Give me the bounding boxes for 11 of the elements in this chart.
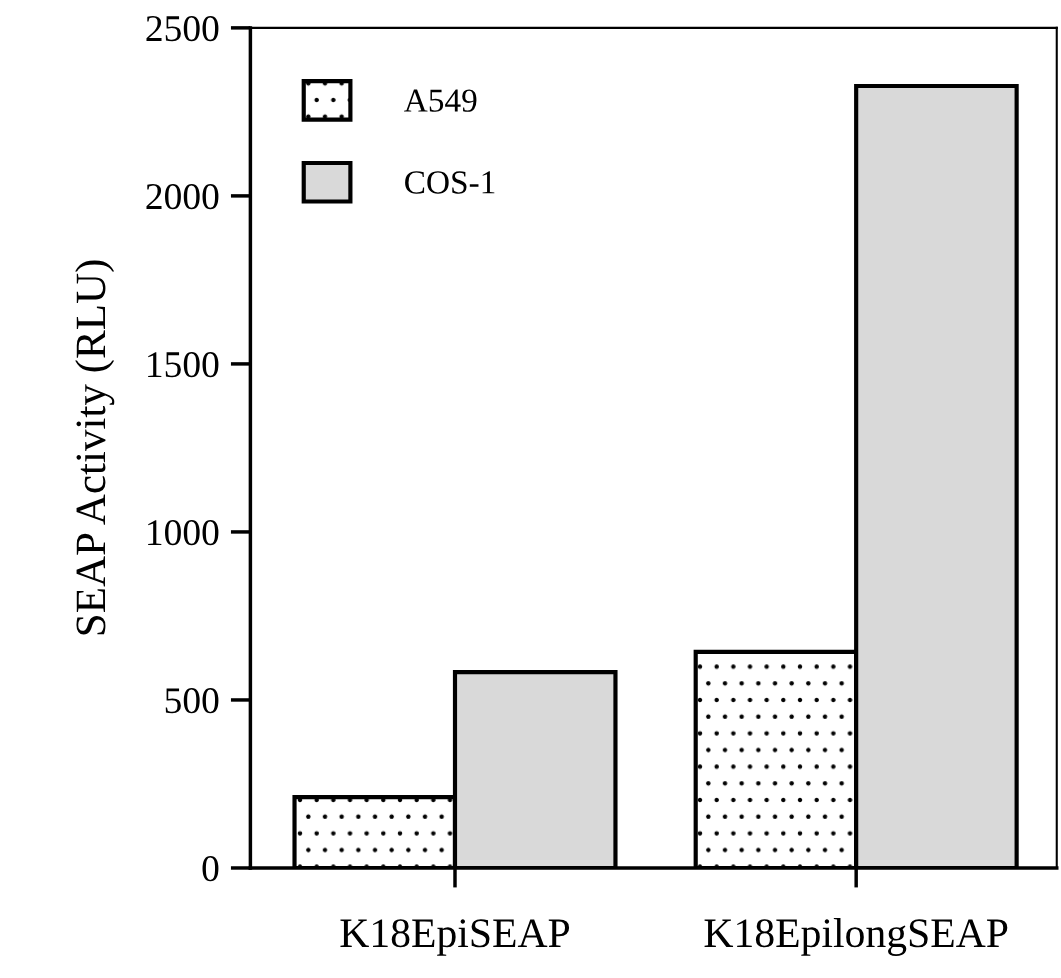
y-tick-label: 2500	[146, 15, 219, 42]
y-axis-title: SEAP Activity (RLU)	[75, 260, 115, 635]
y-tick-label: 2000	[146, 183, 219, 210]
legend-label: A549	[404, 89, 477, 112]
y-tick-label: 0	[202, 856, 219, 882]
x-tick-label: K18EpiSEAP	[340, 919, 570, 956]
legend-label: COS-1	[405, 171, 495, 194]
y-tick-label: 1000	[148, 520, 219, 546]
x-tick-label: K18EpilongSEAP	[704, 917, 1008, 956]
y-tick-label: 1500	[148, 351, 219, 378]
y-tick-label: 500	[165, 688, 219, 714]
